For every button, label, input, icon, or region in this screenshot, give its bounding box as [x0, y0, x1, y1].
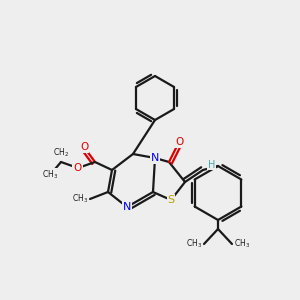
Text: H: H	[208, 160, 215, 170]
Text: CH$_3$: CH$_3$	[186, 238, 203, 250]
Text: O: O	[80, 142, 88, 152]
Text: O: O	[175, 137, 183, 147]
Text: CH$_3$: CH$_3$	[42, 169, 58, 181]
Text: CH$_2$: CH$_2$	[53, 146, 69, 159]
Text: O: O	[74, 163, 82, 173]
Text: N: N	[123, 202, 131, 212]
Text: CH$_3$: CH$_3$	[233, 238, 250, 250]
Text: S: S	[167, 195, 175, 205]
Text: CH$_3$: CH$_3$	[72, 193, 88, 205]
Text: O: O	[72, 163, 81, 173]
Text: N: N	[151, 153, 159, 163]
